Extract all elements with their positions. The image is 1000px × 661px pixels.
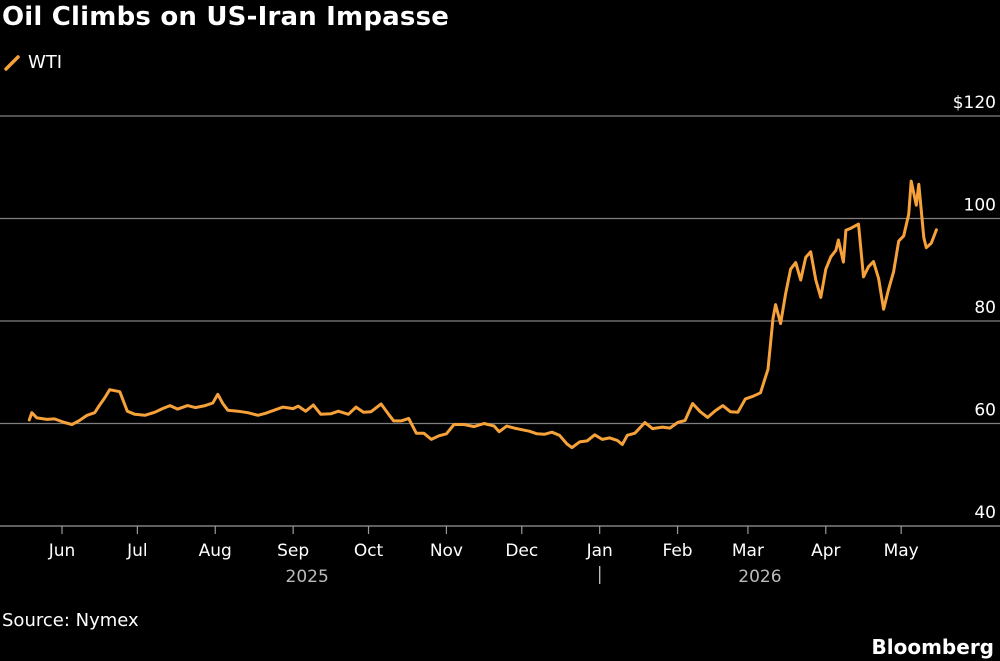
series-layer bbox=[27, 179, 938, 450]
x-tick-label: Sep bbox=[277, 541, 309, 561]
series-line-wti bbox=[27, 179, 938, 450]
x-tick-label: Dec bbox=[505, 541, 538, 561]
y-tick-label: 80 bbox=[974, 298, 996, 318]
year-label-2025: 2025 bbox=[286, 567, 329, 587]
x-tick-label: Jun bbox=[48, 541, 76, 561]
x-tick-label: Mar bbox=[732, 541, 764, 561]
x-tick-label: Aug bbox=[199, 541, 232, 561]
x-tick-label: Oct bbox=[354, 541, 384, 561]
year-label-2026: 2026 bbox=[738, 567, 781, 587]
x-tick-label: May bbox=[884, 541, 919, 561]
legend-line-icon bbox=[4, 54, 20, 71]
x-tick-label: Nov bbox=[430, 541, 463, 561]
x-tick-label: Feb bbox=[663, 541, 693, 561]
x-tick-label: Jul bbox=[126, 541, 148, 561]
y-tick-label: 60 bbox=[974, 401, 996, 421]
gridlines bbox=[0, 115, 1000, 527]
y-tick-label: 100 bbox=[964, 196, 996, 216]
chart-title: Oil Climbs on US-Iran Impasse bbox=[2, 2, 450, 32]
axis-labels: $120 100 80 60 40 Jun Jul Aug Sep Oct Nov Dec Jan Feb… bbox=[48, 93, 996, 587]
source-note: Source: Nymex bbox=[2, 610, 139, 631]
legend-label-wti: WTI bbox=[28, 52, 63, 73]
x-tick-label: Apr bbox=[811, 541, 840, 561]
x-tick-label: Jan bbox=[586, 541, 613, 561]
legend: WTI bbox=[4, 52, 62, 73]
y-tick-label: 40 bbox=[974, 503, 996, 523]
brand-logo: Bloomberg bbox=[871, 635, 994, 659]
y-tick-label: $120 bbox=[953, 93, 996, 113]
